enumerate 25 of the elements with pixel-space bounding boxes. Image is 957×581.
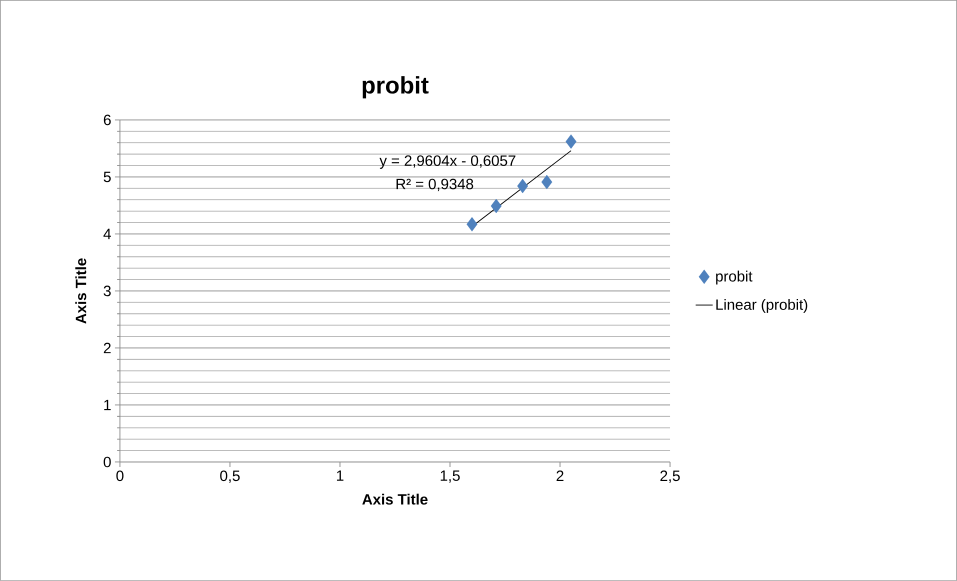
x-tick-label: 2 [556, 470, 564, 481]
x-axis-title: Axis Title [362, 494, 428, 505]
legend-label: probit [716, 270, 752, 285]
y-tick-label: 2 [104, 342, 111, 354]
y-axis-title: Axis Title [75, 258, 86, 324]
y-tick-label: 6 [104, 114, 111, 126]
x-tick-label: 2,5 [660, 470, 680, 483]
point [517, 178, 528, 194]
x-tick-label: 0,5 [220, 470, 240, 483]
x-tick-label: 1,5 [440, 470, 460, 483]
chart-title: probit [362, 76, 429, 98]
point [541, 174, 552, 190]
y-tick-label: 0 [104, 456, 111, 468]
x-tick-label: 0 [116, 470, 124, 482]
y-tick-label: 4 [103, 228, 111, 240]
point [566, 134, 576, 149]
y-tick-label: 5 [104, 172, 111, 182]
annotation: y = 2,9604x - 0,6057 [379, 155, 516, 169]
y-tick-label: 3 [104, 286, 111, 296]
point [490, 198, 502, 214]
legend-label: Linear (probit) [716, 298, 808, 313]
point [466, 217, 478, 232]
annotation: R² = 0,9348 [396, 178, 474, 192]
y-tick-label: 1 [104, 400, 111, 410]
x-tick-label: 1 [336, 470, 344, 481]
